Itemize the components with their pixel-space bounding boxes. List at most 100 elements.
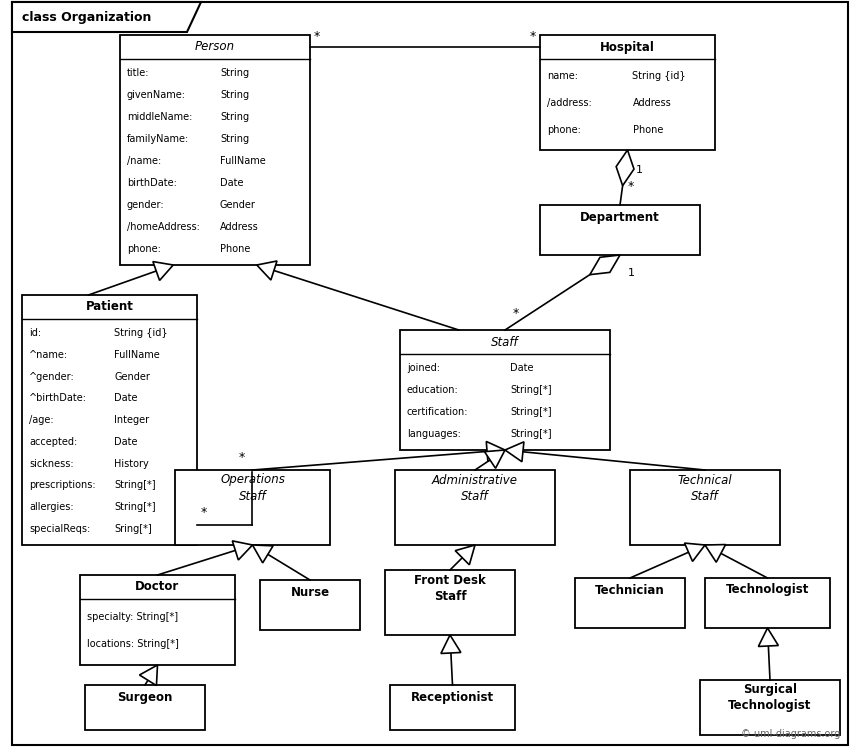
Text: 1: 1 xyxy=(636,165,642,175)
Bar xyxy=(395,470,555,545)
Text: History: History xyxy=(114,459,150,468)
Text: allergies:: allergies: xyxy=(29,502,74,512)
Text: Nurse: Nurse xyxy=(291,586,329,598)
Text: String: String xyxy=(220,134,249,144)
Text: phone:: phone: xyxy=(127,244,161,253)
Polygon shape xyxy=(616,150,634,186)
Polygon shape xyxy=(257,261,277,280)
Bar xyxy=(85,685,205,730)
Text: Date: Date xyxy=(114,437,138,447)
Text: specialty: String[*]: specialty: String[*] xyxy=(87,612,178,622)
Text: 1: 1 xyxy=(628,268,635,278)
Text: name:: name: xyxy=(547,72,578,81)
Text: Receptionist: Receptionist xyxy=(411,690,494,704)
Polygon shape xyxy=(12,2,201,32)
Polygon shape xyxy=(486,441,505,462)
Text: /age:: /age: xyxy=(29,415,53,425)
Text: Doctor: Doctor xyxy=(135,580,180,594)
Polygon shape xyxy=(505,441,524,462)
Bar xyxy=(400,330,610,450)
Text: prescriptions:: prescriptions: xyxy=(29,480,95,490)
Bar xyxy=(80,575,235,665)
Bar xyxy=(390,685,515,730)
Text: id:: id: xyxy=(29,328,41,338)
Text: Department: Department xyxy=(580,211,660,223)
Text: Technologist: Technologist xyxy=(726,583,809,597)
Text: middleName:: middleName: xyxy=(127,112,193,122)
Polygon shape xyxy=(253,545,273,563)
Text: Gender: Gender xyxy=(220,199,256,210)
Text: locations: String[*]: locations: String[*] xyxy=(87,639,179,649)
Text: Address: Address xyxy=(220,222,259,232)
Text: Phone: Phone xyxy=(220,244,250,253)
Text: class Organization: class Organization xyxy=(22,10,151,23)
Text: Date: Date xyxy=(220,178,243,187)
Text: title:: title: xyxy=(127,68,150,78)
Text: gender:: gender: xyxy=(127,199,164,210)
Text: Front Desk
Staff: Front Desk Staff xyxy=(415,574,486,603)
Text: *: * xyxy=(201,506,207,519)
Bar xyxy=(175,470,330,545)
Bar xyxy=(22,295,197,545)
Text: Surgical
Technologist: Surgical Technologist xyxy=(728,684,812,713)
Text: String: String xyxy=(220,90,249,100)
Text: languages:: languages: xyxy=(407,429,461,438)
Text: Technician: Technician xyxy=(595,583,665,597)
Polygon shape xyxy=(441,635,461,654)
Text: ^birthDate:: ^birthDate: xyxy=(29,394,87,403)
Text: Phone: Phone xyxy=(632,125,663,135)
Text: String[*]: String[*] xyxy=(510,407,551,417)
Bar xyxy=(540,35,715,150)
Text: accepted:: accepted: xyxy=(29,437,77,447)
Text: Hospital: Hospital xyxy=(600,40,655,54)
Text: phone:: phone: xyxy=(547,125,581,135)
Bar xyxy=(385,570,515,635)
Polygon shape xyxy=(590,255,620,275)
Bar xyxy=(700,680,840,735)
Polygon shape xyxy=(139,665,157,686)
Text: givenName:: givenName: xyxy=(127,90,186,100)
Text: birthDate:: birthDate: xyxy=(127,178,177,187)
Text: String {id}: String {id} xyxy=(632,72,686,81)
Text: Surgeon: Surgeon xyxy=(117,690,173,704)
Text: Operations
Staff: Operations Staff xyxy=(220,474,285,503)
Text: Gender: Gender xyxy=(114,371,150,382)
Text: ^name:: ^name: xyxy=(29,350,68,360)
Text: FullName: FullName xyxy=(220,156,266,166)
Text: Technical
Staff: Technical Staff xyxy=(678,474,733,503)
Text: *: * xyxy=(530,30,536,43)
Bar xyxy=(630,470,780,545)
Polygon shape xyxy=(484,450,505,468)
Polygon shape xyxy=(153,261,173,280)
Bar xyxy=(260,580,360,630)
Text: © uml-diagrams.org: © uml-diagrams.org xyxy=(740,729,840,739)
Text: FullName: FullName xyxy=(114,350,160,360)
Text: sickness:: sickness: xyxy=(29,459,74,468)
Text: Administrative
Staff: Administrative Staff xyxy=(432,474,518,503)
Text: /homeAddress:: /homeAddress: xyxy=(127,222,200,232)
Text: joined:: joined: xyxy=(407,363,440,374)
Text: String[*]: String[*] xyxy=(510,429,551,438)
Text: Date: Date xyxy=(510,363,533,374)
Text: Date: Date xyxy=(114,394,138,403)
Bar xyxy=(120,35,310,265)
Polygon shape xyxy=(232,541,253,560)
Polygon shape xyxy=(685,543,705,562)
Text: *: * xyxy=(314,30,320,43)
Bar xyxy=(540,205,700,255)
Text: String[*]: String[*] xyxy=(114,480,157,490)
Text: *: * xyxy=(628,180,635,193)
Text: Patient: Patient xyxy=(85,300,133,314)
Text: Staff: Staff xyxy=(491,335,519,349)
Text: String: String xyxy=(220,112,249,122)
Text: specialReqs:: specialReqs: xyxy=(29,524,90,533)
Text: String[*]: String[*] xyxy=(114,502,157,512)
Polygon shape xyxy=(455,545,475,565)
Text: String: String xyxy=(220,68,249,78)
Bar xyxy=(575,578,685,628)
Text: /name:: /name: xyxy=(127,156,161,166)
Text: Address: Address xyxy=(632,98,672,108)
Text: /address:: /address: xyxy=(547,98,592,108)
Text: Integer: Integer xyxy=(114,415,150,425)
Text: ^gender:: ^gender: xyxy=(29,371,75,382)
